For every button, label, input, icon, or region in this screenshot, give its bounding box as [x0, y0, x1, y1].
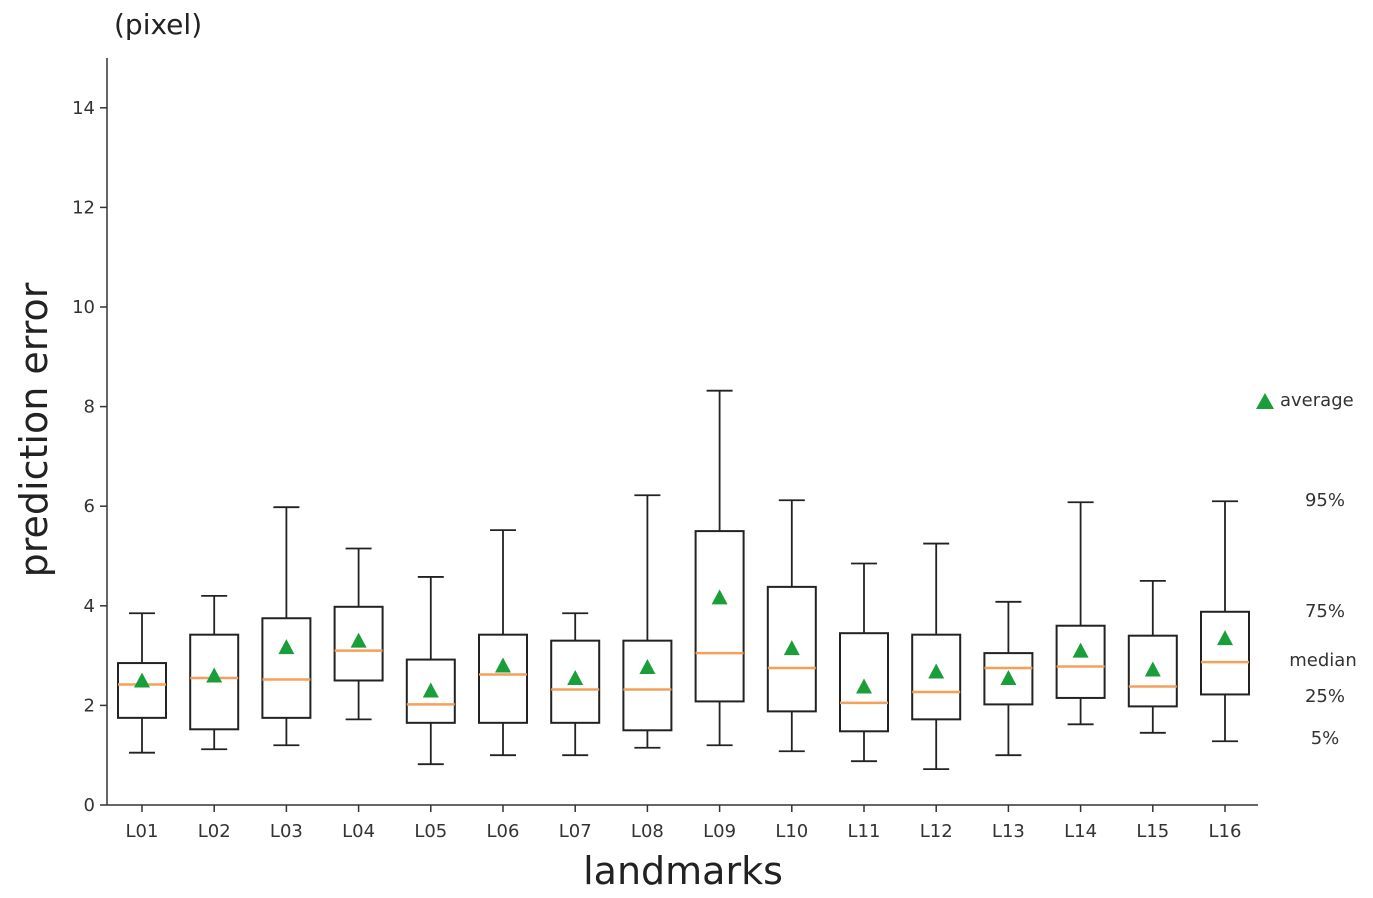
box-l09	[694, 389, 745, 747]
box-iqr	[405, 658, 456, 724]
box-l10	[766, 499, 817, 753]
x-tick-label: L03	[270, 821, 303, 842]
box-l12	[911, 542, 962, 771]
box-l02	[189, 594, 240, 751]
legend-average: average	[1256, 390, 1354, 411]
box-l01	[117, 612, 167, 754]
mean-marker	[783, 640, 800, 656]
x-tick-label: L12	[920, 821, 953, 842]
y-tick-label: 10	[72, 297, 95, 318]
x-tick-label: L11	[848, 821, 881, 842]
x-tick-label: L10	[775, 821, 808, 842]
mean-marker	[422, 682, 439, 698]
box-iqr	[1055, 624, 1106, 699]
x-axis: L01 L02 L03 L04 L05 L06 L07 L08 L09 L10 L11 L12 L13 L…	[107, 804, 1258, 842]
y-axis-label: prediction error	[12, 282, 56, 577]
box-l14	[1055, 501, 1106, 726]
box-l13	[983, 600, 1034, 757]
x-tick-label: L06	[487, 821, 520, 842]
box-iqr	[839, 632, 889, 733]
legend-median-label: median	[1289, 650, 1357, 671]
box-l15	[1127, 580, 1178, 734]
x-tick-label: L04	[342, 821, 375, 842]
legend-p95-label: 95%	[1304, 490, 1345, 511]
x-tick-label: L15	[1136, 821, 1169, 842]
box-iqr	[478, 633, 528, 724]
box-iqr	[1200, 610, 1250, 696]
box-l03	[261, 506, 312, 747]
x-tick-label: L01	[126, 821, 159, 842]
x-tick-label: L02	[198, 821, 231, 842]
mean-marker	[567, 670, 584, 686]
legend-q1-label: 25%	[1304, 686, 1345, 707]
mean-marker	[134, 672, 150, 688]
y-tick-label: 4	[84, 596, 95, 617]
mean-marker	[206, 667, 223, 683]
box-iqr	[622, 639, 673, 732]
box-l16	[1200, 500, 1250, 743]
mean-marker	[1144, 661, 1161, 677]
box-l07	[550, 612, 601, 757]
box-iqr	[694, 530, 745, 703]
mean-marker	[1000, 670, 1017, 686]
box-iqr	[117, 662, 167, 719]
x-tick-label: L14	[1064, 821, 1097, 842]
mean-marker	[1072, 642, 1089, 658]
mean-marker	[928, 663, 945, 679]
box-l06	[478, 529, 528, 757]
box-iqr	[189, 633, 240, 731]
mean-marker	[278, 639, 295, 655]
mean-marker	[495, 657, 511, 673]
y-tick-label: 14	[72, 98, 95, 119]
x-tick-label: L09	[703, 821, 736, 842]
box-iqr	[983, 652, 1034, 706]
y-axis: 0 2 4 6 8 10 12 14	[72, 58, 108, 816]
y-tick-label: 2	[84, 695, 95, 716]
triangle-icon	[1256, 392, 1274, 409]
box-iqr	[550, 639, 601, 724]
legend-q3-label: 75%	[1304, 601, 1345, 622]
mean-marker	[350, 632, 367, 648]
legend-average-label: average	[1280, 390, 1354, 411]
x-tick-label: L13	[992, 821, 1025, 842]
mean-marker	[856, 678, 872, 694]
y-tick-label: 6	[84, 496, 95, 517]
box-iqr	[333, 605, 384, 682]
y-tick-label: 0	[84, 795, 95, 816]
box-l04	[333, 547, 384, 721]
box-iqr	[261, 617, 312, 719]
mean-marker	[639, 659, 656, 675]
box-l08	[622, 494, 673, 749]
x-axis-label: landmarks	[583, 849, 783, 893]
x-tick-label: L07	[559, 821, 592, 842]
box-iqr	[766, 585, 817, 713]
x-tick-label: L05	[414, 821, 447, 842]
box-l05	[405, 576, 456, 766]
x-tick-label: L16	[1209, 821, 1242, 842]
legend-p5-label: 5%	[1310, 728, 1340, 749]
box-iqr	[1127, 634, 1178, 708]
y-tick-label: 8	[84, 397, 95, 418]
mean-marker	[1217, 630, 1233, 646]
y-tick-label: 12	[72, 197, 95, 218]
box-l11	[839, 562, 889, 763]
box-series	[117, 389, 1250, 771]
box-iqr	[911, 633, 962, 721]
unit-label: (pixel)	[114, 8, 203, 41]
mean-marker	[711, 589, 728, 605]
x-tick-label: L08	[631, 821, 664, 842]
